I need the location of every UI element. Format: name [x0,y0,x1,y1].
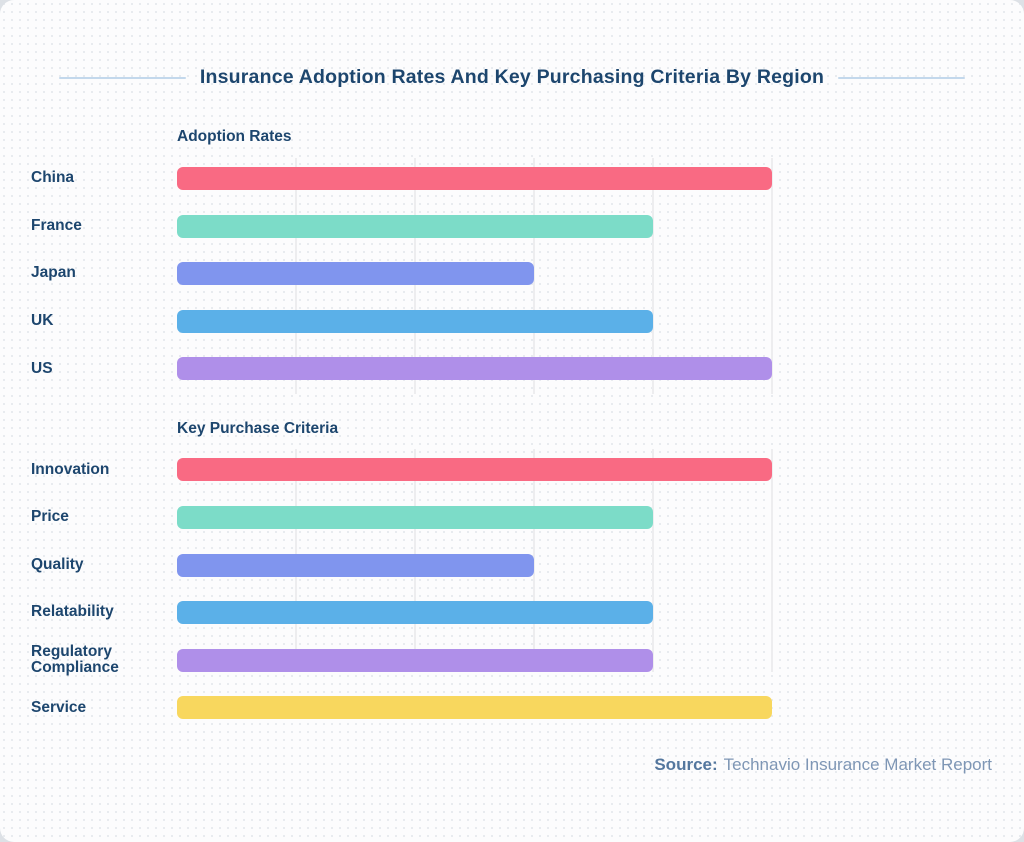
adoption-rates-rows: China France Japan UK US [0,158,1024,395]
adoption-rates-chart: Adoption Rates China France Japan UK US [0,128,1024,395]
title-row: Insurance Adoption Rates And Key Purchas… [0,0,1024,89]
bar-track [177,648,772,672]
chart-row: Service [0,696,1024,720]
bar-track [177,458,772,482]
bar-track [177,601,772,625]
gridline [533,449,535,673]
gridline [771,449,773,673]
bar-track [177,357,772,381]
chart-row: Innovation [0,458,1024,482]
category-label: China [31,169,75,187]
bar-track [177,262,772,286]
bar [177,458,772,482]
gridline [652,449,654,673]
gridline [771,158,773,395]
category-label: UK [31,312,54,330]
category-label: Quality [31,555,84,573]
chart-row: France [0,214,1024,238]
chart-row: Japan [0,262,1024,286]
chart-row: UK [0,309,1024,333]
bar-track [177,553,772,577]
bar [177,648,653,672]
chart-row: Quality [0,553,1024,577]
chart-row: US [0,357,1024,381]
chart-row: Price [0,505,1024,529]
category-label: Regulatory Compliance [31,642,119,677]
bar [177,262,534,286]
section-title-key-purchase-criteria: Key Purchase Criteria [177,420,339,438]
section-title-adoption-rates: Adoption Rates [177,128,292,145]
bar [177,601,653,625]
category-label: Innovation [31,460,110,478]
source-text: Technavio Insurance Market Report [723,755,992,775]
category-label: France [31,216,82,234]
category-label: US [31,359,53,377]
bar [177,214,653,238]
bar [177,309,653,333]
page-title: Insurance Adoption Rates And Key Purchas… [199,66,825,88]
chart-row: China [0,167,1024,190]
key-purchase-criteria-rows: Innovation Price Quality Relatability Regula… [0,449,1024,720]
category-label: Relatability [31,603,114,621]
key-purchase-criteria-chart: Key Purchase Criteria Innovation Price Qua… [0,420,1024,720]
bar [177,357,772,381]
gridline [652,158,654,395]
title-rule-right [838,76,966,79]
bar-track [177,167,772,190]
category-label: Japan [31,264,76,282]
chart-row: Relatability [0,601,1024,625]
category-label: Service [31,698,87,716]
bar-track [177,505,772,529]
gridline [533,158,535,395]
title-rule-left [58,76,186,79]
bar [177,505,653,529]
bar-track [177,309,772,333]
bar-track [177,696,772,720]
source-line: Source: Technavio Insurance Market Report [0,755,1024,775]
category-label: Price [31,508,69,526]
bar [177,696,772,720]
source-label: Source: [654,755,718,775]
bar [177,553,534,577]
chart-row: Regulatory Compliance [0,642,1024,677]
bar-track [177,214,772,238]
bar [177,167,772,190]
